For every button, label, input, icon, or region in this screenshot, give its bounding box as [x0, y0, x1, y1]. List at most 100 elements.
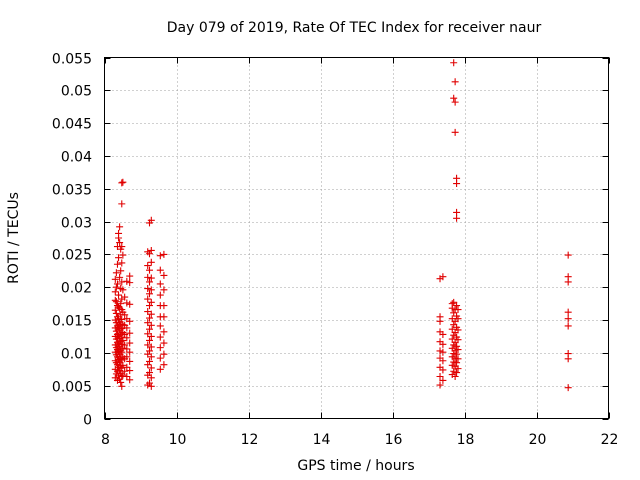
data-point	[160, 328, 168, 336]
data-point	[119, 286, 127, 294]
data-point	[160, 302, 168, 310]
data-point	[147, 343, 155, 351]
y-tick-label: 0.04	[61, 150, 92, 166]
data-point	[126, 279, 134, 287]
data-point	[453, 342, 461, 350]
data-point	[564, 384, 572, 392]
data-point	[126, 376, 134, 384]
y-tick-labels: 0 0.005 0.01 0.015 0.02 0.025 0.03 0.035 0.04 0.0…	[52, 52, 92, 429]
data-point	[116, 273, 124, 281]
data-point	[116, 239, 124, 247]
y-tick-label: 0.035	[52, 183, 92, 199]
data-point	[144, 308, 152, 316]
data-point	[111, 296, 119, 304]
y-tick-label: 0.005	[52, 380, 92, 396]
data-point	[146, 314, 153, 322]
data-point	[436, 372, 444, 380]
grid-lines	[104, 57, 609, 419]
data-point	[119, 178, 127, 186]
data-point	[453, 359, 461, 367]
y-tick-label: 0.055	[52, 52, 92, 68]
y-tick-label: 0.01	[61, 347, 92, 363]
data-point	[454, 336, 462, 344]
data-point	[121, 311, 129, 319]
data-point	[450, 94, 458, 102]
data-point	[454, 365, 462, 373]
data-point	[147, 246, 155, 254]
data-point	[113, 330, 121, 338]
data-point	[144, 262, 152, 270]
data-point	[121, 341, 129, 349]
data-point	[144, 273, 152, 281]
data-point	[454, 315, 462, 323]
data-point	[118, 315, 126, 323]
data-point	[146, 266, 153, 274]
data-point	[119, 251, 127, 259]
data-point	[126, 329, 134, 337]
data-point	[160, 350, 168, 358]
data-point	[156, 280, 164, 288]
data-point	[147, 258, 155, 266]
y-tick-label: 0.05	[61, 84, 92, 100]
x-tick-label: 18	[457, 432, 475, 448]
data-point	[156, 266, 164, 274]
data-point	[564, 322, 572, 330]
x-tick-label: 14	[313, 432, 331, 448]
data-point	[160, 361, 168, 369]
y-tick-label: 0.025	[52, 248, 92, 264]
data-point	[439, 340, 447, 348]
data-point	[453, 302, 461, 310]
y-tick-label: 0.015	[52, 314, 92, 330]
data-point	[118, 278, 126, 286]
data-point	[112, 327, 120, 335]
data-point	[451, 98, 459, 106]
data-point	[112, 319, 120, 327]
y-axis-label: ROTI / TECUs	[6, 192, 22, 284]
data-point	[111, 275, 119, 283]
data-point	[146, 290, 153, 298]
x-tick-label: 20	[529, 432, 547, 448]
data-point	[454, 355, 462, 363]
data-point	[118, 382, 126, 390]
data-point	[111, 288, 119, 296]
data-point	[439, 357, 447, 365]
y-tick-label: 0	[83, 413, 92, 429]
data-point	[147, 374, 155, 382]
data-point	[564, 315, 572, 323]
data-point	[144, 319, 152, 327]
data-point	[115, 315, 123, 323]
x-tick-label: 10	[169, 432, 187, 448]
data-point	[144, 285, 152, 293]
data-point	[118, 200, 126, 208]
data-point	[448, 300, 456, 308]
plot-frame	[104, 57, 609, 419]
data-point	[112, 298, 120, 306]
data-point	[439, 376, 447, 384]
data-point	[112, 283, 120, 291]
data-point	[160, 271, 168, 279]
data-point	[146, 369, 153, 377]
data-point	[436, 313, 444, 321]
data-point	[454, 346, 462, 354]
data-point	[147, 310, 155, 318]
x-tick-label: 22	[601, 432, 619, 448]
data-point	[147, 286, 155, 294]
data-point	[160, 313, 168, 321]
data-point	[118, 348, 126, 356]
data-point	[118, 179, 126, 187]
data-point	[156, 322, 164, 330]
data-point	[453, 369, 461, 377]
data-point	[146, 336, 153, 344]
data-point	[160, 250, 168, 258]
axis-ticks	[104, 57, 610, 420]
data-point	[113, 280, 121, 288]
data-point	[156, 354, 164, 362]
data-point	[147, 332, 155, 340]
data-point	[119, 336, 127, 344]
data-point	[126, 367, 134, 375]
data-point	[112, 309, 120, 317]
data-point	[146, 325, 153, 333]
data-point	[126, 357, 134, 365]
data-point	[450, 59, 458, 67]
